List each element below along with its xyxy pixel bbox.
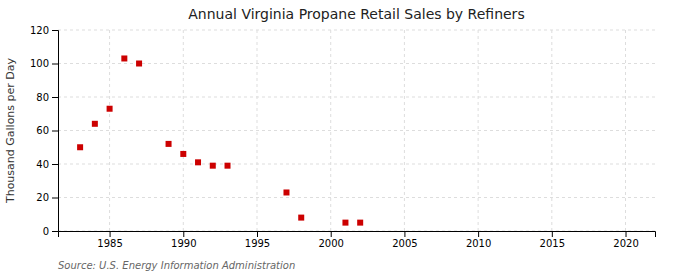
y-tick: 120 xyxy=(30,25,58,36)
y-tick-label: 60 xyxy=(36,125,49,136)
point xyxy=(342,220,348,226)
y-tick-mark xyxy=(52,30,58,31)
y-tick: 0 xyxy=(43,226,58,237)
grid-line-y xyxy=(58,164,655,165)
x-tick: 1985 xyxy=(97,231,122,249)
y-tick: 100 xyxy=(30,58,58,69)
y-tick-label: 20 xyxy=(36,192,49,203)
source: Source: U.S. Energy Information Administ… xyxy=(58,260,295,271)
x-tick-mark xyxy=(183,231,184,237)
y-axis-line xyxy=(52,31,59,232)
x-tick-mark xyxy=(257,231,258,237)
x-tick-label: 1990 xyxy=(171,238,196,249)
point xyxy=(283,189,289,195)
title: Annual Virginia Propane Retail Sales by … xyxy=(188,6,524,22)
points xyxy=(77,55,363,225)
y-tick: 40 xyxy=(36,159,58,170)
grid-line-x xyxy=(183,30,184,231)
x-tick-label: 2020 xyxy=(613,238,638,249)
x-tick-label: 2015 xyxy=(540,238,565,249)
x-tick-mark xyxy=(110,231,111,237)
y-tick-mark xyxy=(52,198,58,199)
point xyxy=(77,144,83,150)
y-tick-label: 100 xyxy=(30,58,49,69)
grid-line-x xyxy=(404,30,405,231)
grid-line-y xyxy=(58,97,655,98)
x-tick-mark xyxy=(404,231,405,237)
point xyxy=(121,55,127,61)
x-tick-label: 1985 xyxy=(97,238,122,249)
chart: 1985 1990 1995 2000 2005 2010 2015 2020 0 20 40 60 8… xyxy=(0,0,675,275)
x-tick-mark xyxy=(626,231,627,237)
grid-line-x xyxy=(109,30,110,231)
y-tick: 60 xyxy=(36,125,58,136)
x-tick-label: 2010 xyxy=(466,238,491,249)
grid-line-y xyxy=(58,197,655,198)
point xyxy=(166,141,172,147)
y-tick-label: 80 xyxy=(36,92,49,103)
x-tick: 2000 xyxy=(318,231,343,249)
grid-line-y xyxy=(58,130,655,131)
y-axis-title: Thousand Gallons per Day xyxy=(4,57,17,204)
y-tick-mark xyxy=(52,231,58,232)
grid-line-y xyxy=(58,30,655,31)
y-tick-mark xyxy=(52,64,58,65)
x-tick-label: 2005 xyxy=(392,238,417,249)
point xyxy=(298,215,304,221)
point xyxy=(357,220,363,226)
x-axis-line xyxy=(59,232,656,238)
y-tick-mark xyxy=(52,97,58,98)
grid-line-x xyxy=(625,30,626,231)
y-tick-mark xyxy=(52,131,58,132)
x-tick-label: 1995 xyxy=(245,238,270,249)
y-tick-mark xyxy=(52,164,58,165)
point xyxy=(225,163,231,169)
y-tick-label: 0 xyxy=(43,226,49,237)
y-tick: 80 xyxy=(36,92,58,103)
x-tick: 1995 xyxy=(245,231,270,249)
point xyxy=(195,159,201,165)
y-tick-label: 120 xyxy=(30,25,49,36)
y-tick-label: 40 xyxy=(36,159,49,170)
x-tick-mark xyxy=(478,231,479,237)
point xyxy=(92,121,98,127)
point xyxy=(136,61,142,67)
x-tick: 2005 xyxy=(392,231,417,249)
y-axis: 0 20 40 60 80 100 120 xyxy=(30,25,59,237)
point xyxy=(210,163,216,169)
grid xyxy=(58,30,655,231)
x-axis: 1985 1990 1995 2000 2005 2010 2015 2020 xyxy=(59,231,656,249)
x-tick: 1990 xyxy=(171,231,196,249)
x-tick: 2020 xyxy=(613,231,638,249)
point xyxy=(107,106,113,112)
point xyxy=(180,151,186,157)
x-tick-label: 2000 xyxy=(318,238,343,249)
x-tick-mark xyxy=(552,231,553,237)
x-tick: 2010 xyxy=(466,231,491,249)
plot: 1985 1990 1995 2000 2005 2010 2015 2020 0 20 40 60 8… xyxy=(30,25,656,249)
grid-line-y xyxy=(58,63,655,64)
x-tick-mark xyxy=(331,231,332,237)
x-tick: 2015 xyxy=(540,231,565,249)
y-tick: 20 xyxy=(36,192,58,203)
